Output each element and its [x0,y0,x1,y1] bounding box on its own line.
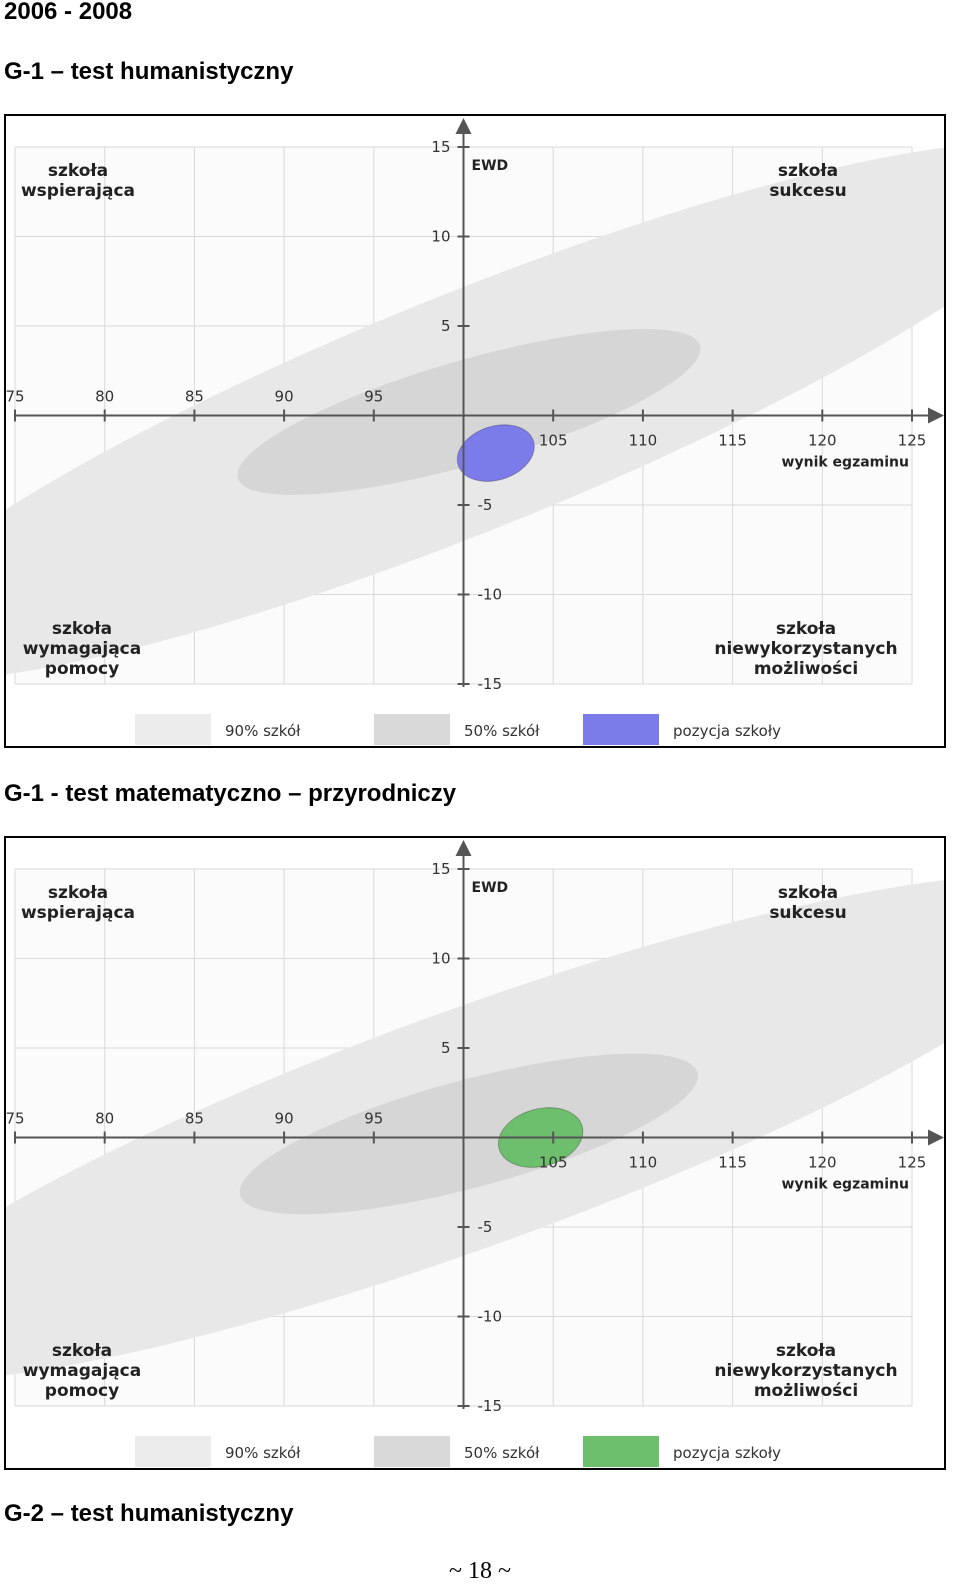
legend-swatch [135,1436,211,1467]
x-tick-label: 80 [95,388,114,406]
y-axis-label: EWD [472,880,509,896]
quadrant-label-top-left: szkoła [48,161,108,181]
quadrant-label-top-right: szkoła [778,883,838,903]
quadrant-label-bottom-left: szkoła [52,1341,112,1361]
legend-label: 90% szkół [225,1444,301,1462]
y-tick-label: 10 [431,228,450,246]
quadrant-label-bottom-left: wymagająca [23,639,141,659]
legend-swatch [135,714,211,745]
legend-label: 90% szkół [225,722,301,740]
quadrant-label-bottom-right: możliwości [754,659,858,679]
y-tick-label: 10 [431,950,450,968]
section-heading-3: G-2 – test humanistyczny [4,1500,294,1527]
y-tick-label: 5 [441,1039,451,1057]
x-tick-label: 120 [808,1154,837,1172]
quadrant-label-bottom-right: szkoła [776,1341,836,1361]
x-tick-label: 90 [275,1110,294,1128]
ellipse-50-percent [237,328,701,495]
legend-swatch [583,714,659,745]
x-tick-label: 85 [185,388,204,406]
chart-1-frame: 75 80 85 90 95 105 110 115 120 125 15 10 5 -5 -10 -15 EW… [4,114,946,748]
x-tick-label: 90 [275,388,294,406]
quadrant-label-bottom-right: szkoła [776,619,836,639]
school-position-marker [456,424,535,482]
section-heading-1: G-1 – test humanistyczny [4,58,294,85]
y-tick-label: 15 [431,138,450,156]
quadrant-label-bottom-right: niewykorzystanych [714,639,897,659]
x-tick-label: 115 [718,1154,747,1172]
quadrant-label-top-left: szkoła [48,883,108,903]
y-tick-label: -15 [478,1397,503,1415]
x-tick-label: 95 [364,1110,383,1128]
chart-2-frame: 75 80 85 90 95 105 110 115 120 125 15 10 5 -5 -10 -15 EW… [4,836,946,1470]
legend-label: pozycja szkoły [673,722,781,740]
quadrant-label-bottom-left: wymagająca [23,1361,141,1381]
x-tick-label: 75 [6,1110,25,1128]
x-tick-label: 120 [808,432,837,450]
quadrant-label-bottom-right: niewykorzystanych [714,1361,897,1381]
y-axis-arrow [455,840,472,856]
y-tick-label: -10 [478,586,503,604]
legend-label: 50% szkół [464,1444,540,1462]
legend-swatch [374,714,450,745]
quadrant-label-bottom-left: szkoła [52,619,112,639]
quadrant-label-bottom-left: pomocy [45,1381,119,1401]
y-tick-label: -5 [478,1218,493,1236]
legend-swatch [374,1436,450,1467]
quadrant-label-bottom-right: możliwości [754,1381,858,1401]
y-tick-label: -15 [478,675,503,693]
x-tick-label: 125 [898,1154,927,1172]
x-tick-label: 75 [6,388,25,406]
legend-swatch [583,1436,659,1467]
quadrant-label-top-right: szkoła [778,161,838,181]
x-axis-label: wynik egzaminu [782,1177,909,1193]
x-axis-arrow [928,1129,944,1146]
quadrant-label-top-right: sukcesu [769,181,846,201]
quadrant-label-top-left: wspierająca [21,181,135,201]
x-tick-label: 125 [898,432,927,450]
y-tick-label: -10 [478,1308,503,1326]
section-heading-2: G-1 - test matematyczno – przyrodniczy [4,780,457,807]
x-tick-label: 105 [539,432,568,450]
y-axis-label: EWD [472,158,509,174]
y-axis-arrow [455,118,472,134]
y-tick-label: 15 [431,860,450,878]
y-tick-label: 5 [441,317,451,335]
quadrant-label-bottom-left: pomocy [45,659,119,679]
quadrant-label-top-right: sukcesu [769,903,846,923]
period-heading: 2006 - 2008 [4,0,133,25]
x-tick-label: 115 [718,432,747,450]
x-tick-label: 85 [185,1110,204,1128]
x-tick-label: 105 [539,1154,568,1172]
x-tick-label: 110 [629,432,658,450]
legend-label: pozycja szkoły [673,1444,781,1462]
x-axis-label: wynik egzaminu [782,455,909,471]
quadrant-label-top-left: wspierająca [21,903,135,923]
x-tick-label: 110 [629,1154,658,1172]
y-tick-label: -5 [478,496,493,514]
legend-label: 50% szkół [464,722,540,740]
ellipse-50-percent [239,1053,699,1215]
x-axis-arrow [928,407,944,424]
page-number: ~ 18 ~ [449,1558,511,1584]
x-tick-label: 80 [95,1110,114,1128]
x-tick-label: 95 [364,388,383,406]
